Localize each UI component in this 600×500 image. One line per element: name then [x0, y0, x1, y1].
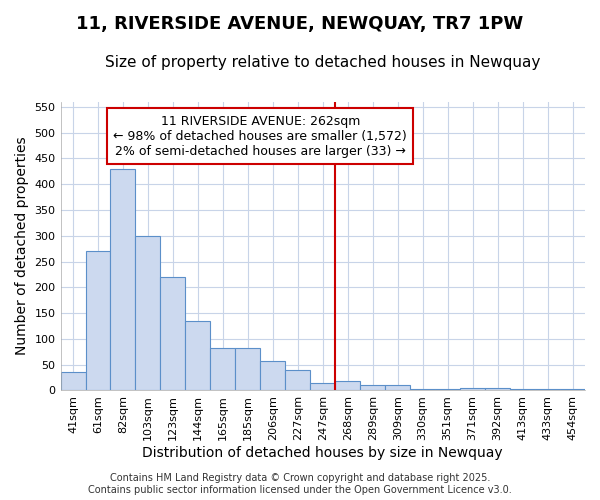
Title: Size of property relative to detached houses in Newquay: Size of property relative to detached ho… — [105, 55, 541, 70]
Bar — [235, 348, 260, 391]
X-axis label: Distribution of detached houses by size in Newquay: Distribution of detached houses by size … — [142, 446, 503, 460]
Bar — [211, 348, 235, 391]
Bar — [160, 277, 185, 390]
Bar — [310, 382, 335, 390]
Text: 11, RIVERSIDE AVENUE, NEWQUAY, TR7 1PW: 11, RIVERSIDE AVENUE, NEWQUAY, TR7 1PW — [76, 15, 524, 33]
Bar — [136, 236, 160, 390]
Bar — [385, 386, 410, 390]
Bar — [260, 360, 286, 390]
Bar — [61, 372, 86, 390]
Bar — [535, 389, 560, 390]
Bar — [510, 389, 535, 390]
Bar — [110, 169, 136, 390]
Bar — [335, 381, 360, 390]
Text: 11 RIVERSIDE AVENUE: 262sqm
← 98% of detached houses are smaller (1,572)
2% of s: 11 RIVERSIDE AVENUE: 262sqm ← 98% of det… — [113, 114, 407, 158]
Bar — [185, 321, 211, 390]
Bar — [86, 251, 110, 390]
Text: Contains HM Land Registry data © Crown copyright and database right 2025.
Contai: Contains HM Land Registry data © Crown c… — [88, 474, 512, 495]
Bar — [460, 388, 485, 390]
Y-axis label: Number of detached properties: Number of detached properties — [15, 137, 29, 356]
Bar — [485, 388, 510, 390]
Bar — [560, 389, 585, 390]
Bar — [360, 386, 385, 390]
Bar — [435, 389, 460, 390]
Bar — [410, 389, 435, 390]
Bar — [286, 370, 310, 390]
